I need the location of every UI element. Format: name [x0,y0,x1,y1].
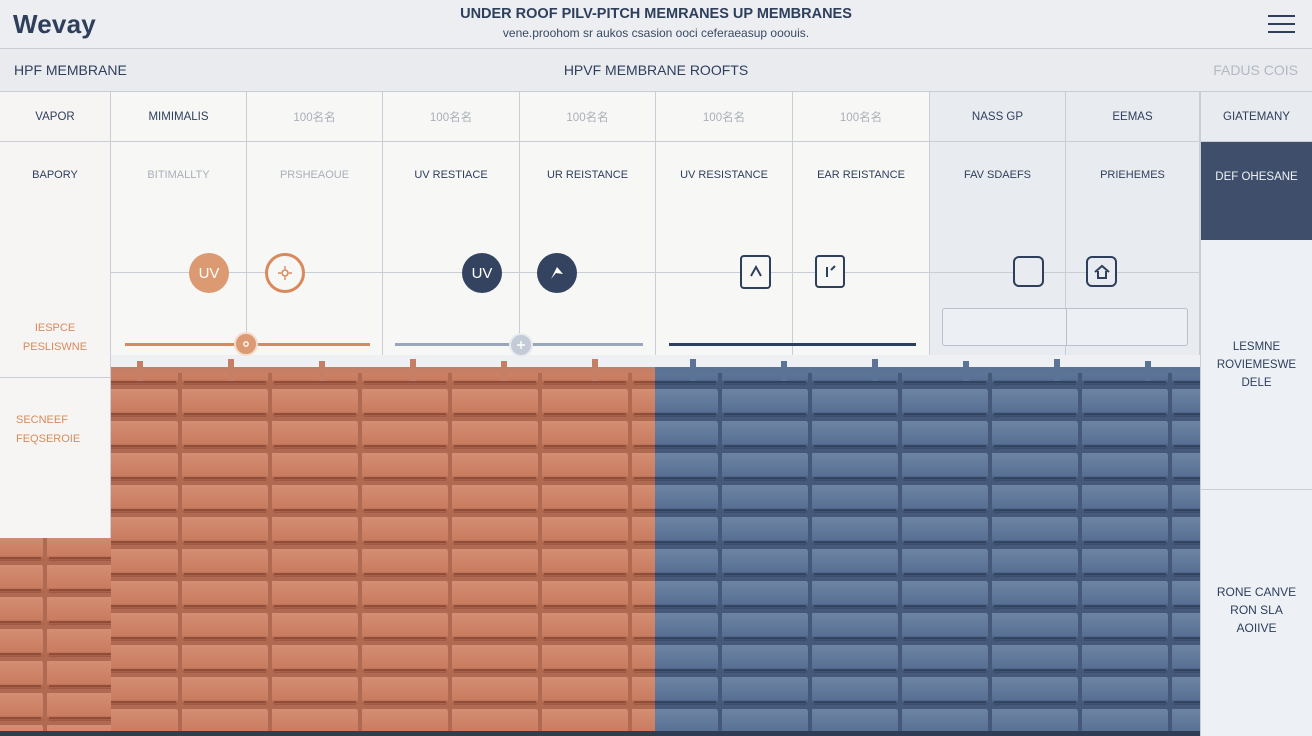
right-option-1-line-1: LESMNE [1232,340,1281,353]
slider-track-dark[interactable] [669,343,916,346]
column-header[interactable]: EEMAS [1066,92,1199,142]
column-header[interactable]: 100名名 [383,92,519,142]
column-attribute: UV RESTIACE [414,169,488,181]
section-title: HPVF MEMBRANE ROOFTS [563,62,749,78]
document-a-icon[interactable] [740,255,771,289]
column-header[interactable]: 100名名 [793,92,929,142]
left-panel-block-1: IESPCE PESLISWNE [0,298,110,378]
right-option-1-line-3: DELE [1241,376,1272,389]
uv-shield-icon[interactable]: UV [462,253,502,293]
column-5: 100名名 UV RESISTANCE [656,92,793,355]
uv-shield-label: UV [471,264,493,282]
column-header[interactable]: 100名名 [247,92,382,142]
column-3: 100名名 UV RESTIACE [383,92,520,355]
document-edit-icon[interactable] [815,255,845,288]
left-panel-row-label: BAPORY [32,169,78,181]
caret-up-icon [749,264,762,277]
column-attribute: UR REISTANCE [546,169,629,181]
right-panel-option-1[interactable]: LESMNE ROVIEMESWE DELE [1201,240,1312,490]
edit-glyph-icon [826,264,836,277]
column-attribute: UV RESISTANCE [680,169,768,181]
column-header[interactable]: NASS GP [930,92,1065,142]
left-block-1-line-2: PESLISWNE [22,340,88,353]
roof-tiles-illustration [0,359,1312,736]
right-panel-option-2[interactable]: RONE CANVE RON SLA AOIIVE [1201,490,1312,730]
right-option-2-line-3: AOIIVE [1236,621,1277,635]
left-panel-header[interactable]: VAPOR [0,92,110,142]
column-1: MIMIMALIS BITIMALLTY [111,92,247,355]
text-field-box[interactable] [942,308,1188,346]
column-6: 100名名 EAR REISTANCE [793,92,930,355]
column-header[interactable]: 100名名 [520,92,655,142]
column-attribute: FAV SDAEFS [963,169,1032,181]
sun-ring-icon[interactable] [265,253,305,293]
slider-handle-neutral-icon[interactable] [509,333,533,357]
field-divider [1066,309,1067,345]
right-option-2-line-2: RON SLA [1230,603,1283,617]
column-header[interactable]: 100名名 [656,92,792,142]
column-2: 100名名 PRSHEAOUE [247,92,383,355]
uv-badge-icon[interactable]: UV [189,253,229,293]
left-attribute-panel: VAPOR BAPORY IESPCE PESLISWNE SECNEEF FE… [0,92,111,538]
column-attribute: BITIMALLTY [147,169,210,181]
left-block-1-line-1: IESPCE [34,321,76,334]
left-panel-block-2: SECNEEF FEQSEROIE [0,379,110,489]
right-option-1-line-2: ROVIEMESWE [1216,358,1297,371]
leaf-glyph-icon [551,267,563,279]
right-panel-header[interactable]: GIATEMANY [1201,92,1312,142]
column-4: 100名名 UR REISTANCE [520,92,656,355]
row-divider [111,272,1200,273]
wind-icon[interactable] [537,253,577,293]
page-title: UNDER ROOF PILV-PITCH MEMRANES UP MEMBRA… [460,6,852,22]
square-outline-icon[interactable] [1013,256,1044,287]
slider-handle-warm-icon[interactable] [234,332,258,356]
uv-badge-label: UV [198,264,220,282]
column-attribute: PRSHEAOUE [279,169,350,181]
house-glyph-icon [1093,264,1110,279]
right-options-panel: GIATEMANY DEF OHESANE LESMNE ROVIEMESWE … [1200,92,1312,736]
sub-header-bar: HPF MEMBRANE HPVF MEMBRANE ROOFTS FADUS … [0,49,1312,92]
right-option-2-line-1: RONE CANVE [1216,585,1297,599]
right-panel-active-tab[interactable]: DEF OHESANE [1201,142,1312,240]
column-header[interactable]: MIMIMALIS [111,92,246,142]
column-attribute: EAR REISTANCE [817,169,905,181]
hamburger-menu-icon[interactable] [1268,14,1296,34]
comparison-grid: MIMIMALIS BITIMALLTY 100名名 PRSHEAOUE 100… [0,92,1312,736]
app-header: Wevay UNDER ROOF PILV-PITCH MEMRANES UP … [0,0,1312,49]
filter-link[interactable]: FADUS COIS [1213,62,1298,78]
home-icon[interactable] [1086,256,1117,287]
sun-glyph-icon [278,266,292,280]
page-subtitle: vene.proohom sr aukos csasion ooci cefer… [502,26,810,40]
section-label: HPF MEMBRANE [14,62,127,78]
left-block-2-line-1: SECNEEF [16,414,68,426]
left-block-2-line-2: FEQSEROIE [16,433,81,445]
column-attribute: PRIEHEMES [1100,169,1165,181]
app-logo[interactable]: Wevay [13,9,96,39]
